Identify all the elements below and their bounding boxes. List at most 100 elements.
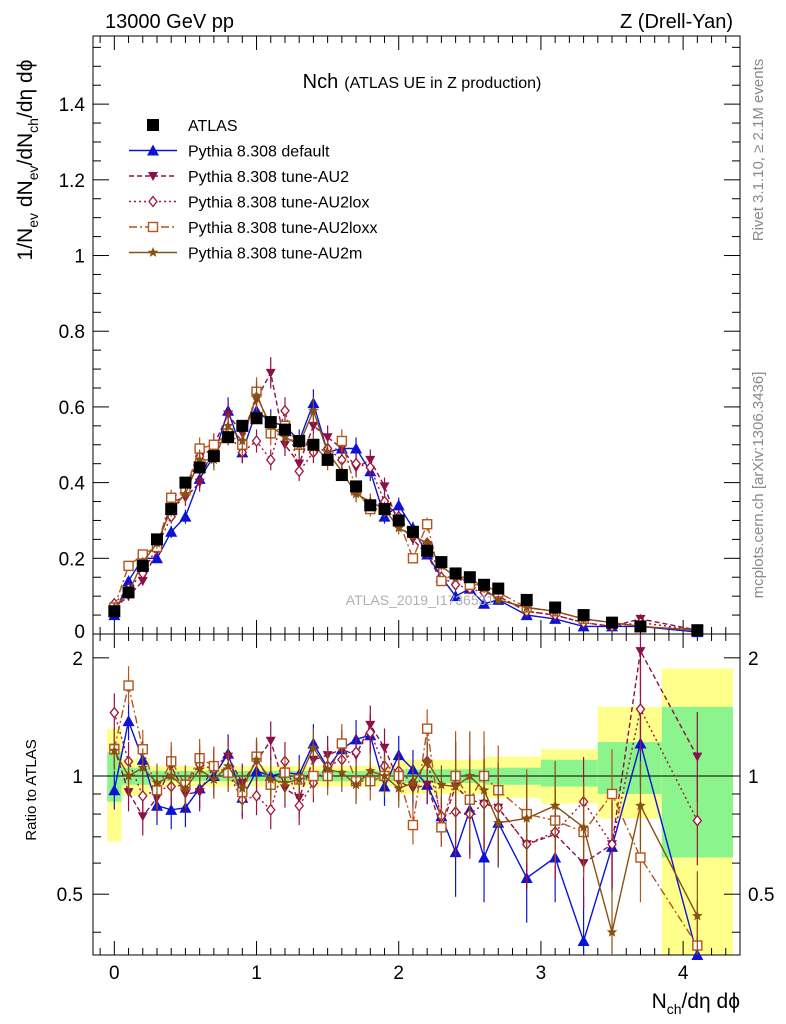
ratio-point — [251, 754, 262, 765]
ratio-band-green-5 — [540, 759, 598, 787]
ratio-point — [422, 780, 433, 790]
main-point — [350, 442, 363, 454]
main-point — [406, 525, 419, 538]
main-point — [520, 593, 533, 606]
main-point — [165, 525, 178, 537]
ratio-point — [308, 742, 319, 753]
main-point — [150, 533, 163, 546]
legend-entry-0: ATLAS — [147, 118, 238, 135]
ratio-point — [109, 745, 120, 756]
main-point — [436, 575, 447, 587]
ratio-y-tick-label-right: 1 — [748, 767, 759, 788]
main-point — [321, 453, 334, 466]
main-series-0 — [108, 412, 704, 637]
ratio-series-line — [113, 746, 698, 933]
ratio-point — [350, 779, 362, 790]
main-y-tick-label: 1 — [74, 247, 85, 268]
ratio-point — [279, 777, 291, 788]
ratio-point — [336, 767, 348, 778]
ratio-y-tick-label-right: 0.5 — [748, 885, 774, 906]
main-series-line — [113, 370, 698, 631]
ratio-point — [109, 706, 120, 719]
main-point — [122, 575, 135, 587]
ratio-point — [635, 800, 646, 811]
ratio-point — [407, 777, 419, 788]
legend-marker — [147, 144, 159, 156]
ratio-point — [237, 782, 248, 793]
ratio-series-line — [113, 718, 698, 956]
chart-title-main: Nch — [303, 71, 339, 93]
x-tick-label: 0 — [109, 963, 120, 984]
main-point — [179, 510, 192, 522]
ratio-point — [692, 910, 703, 921]
main-series-line — [113, 389, 698, 631]
main-point — [165, 503, 178, 516]
main-point — [278, 423, 291, 436]
x-axis-label: Nch/dη dϕ — [652, 990, 740, 1017]
ratio-point — [294, 774, 305, 784]
main-point — [549, 601, 562, 614]
main-point — [435, 556, 448, 569]
main-point — [463, 571, 476, 584]
ratio-y-tick-label-right: 2 — [748, 649, 759, 670]
x-tick-label: 4 — [678, 963, 689, 984]
chart-subtitle: (ATLAS UE in Z production) — [344, 75, 541, 92]
main-point — [208, 439, 220, 450]
main-series-line — [113, 407, 698, 631]
ratio-point — [635, 703, 646, 716]
main-y-tick-label: 0.4 — [59, 474, 86, 495]
main-point — [293, 434, 306, 447]
ratio-point — [165, 803, 178, 815]
legend-marker — [147, 247, 159, 257]
ratio-point — [635, 647, 646, 657]
main-point — [335, 469, 348, 482]
legend-label: Pythia 8.308 tune-AU2 — [188, 169, 349, 186]
ratio-point — [365, 765, 376, 776]
main-point — [222, 420, 234, 431]
ratio-point — [294, 799, 305, 812]
chart-title: Nch (ATLAS UE in Z production) — [303, 71, 542, 93]
main-point — [307, 438, 320, 451]
main-point — [577, 609, 590, 622]
main-point — [351, 457, 361, 470]
ratio-point — [464, 770, 476, 781]
main-point — [265, 453, 276, 466]
rivet-label: Rivet 3.1.10, ≥ 2.1M events — [750, 59, 767, 242]
legend-label: Pythia 8.308 default — [188, 144, 330, 161]
ratio-point — [478, 851, 491, 863]
main-y-tick-label: 1.2 — [59, 171, 85, 192]
main-point — [166, 492, 177, 503]
ratio-y-axis-label: Ratio to ATLAS — [23, 739, 40, 840]
main-point — [634, 620, 647, 633]
main-point — [407, 553, 419, 564]
main-y-tick-label: 0.8 — [59, 322, 85, 343]
main-point — [236, 419, 249, 432]
main-point — [222, 431, 235, 444]
ratio-point — [122, 715, 135, 727]
legend-entry-4: Pythia 8.308 tune-AU2loxx — [129, 220, 377, 237]
ratio-series-4 — [109, 728, 703, 955]
ratio-point — [635, 852, 646, 863]
main-point — [393, 522, 404, 533]
main-point — [691, 624, 704, 637]
watermark: ATLAS_2019_I1736531 — [346, 592, 495, 608]
ratio-point — [379, 770, 390, 781]
ratio-point — [436, 822, 447, 833]
ratio-point — [208, 774, 220, 784]
main-point — [421, 544, 434, 557]
ratio-y-tick-label: 2 — [72, 649, 83, 670]
ratio-point — [606, 788, 618, 800]
ratio-point — [407, 819, 419, 831]
ratio-point — [478, 784, 490, 795]
legend-entry-5: Pythia 8.308 tune-AU2m — [129, 246, 362, 263]
legend-marker — [148, 195, 158, 208]
main-point — [294, 465, 305, 478]
ratio-point — [194, 788, 205, 798]
ratio-point — [137, 762, 148, 773]
main-point — [521, 602, 532, 612]
ratio-point — [521, 812, 532, 823]
ratio-point — [251, 789, 262, 802]
main-point — [392, 514, 405, 527]
ratio-point — [166, 770, 177, 781]
main-y-tick-label: 0.2 — [59, 549, 85, 570]
